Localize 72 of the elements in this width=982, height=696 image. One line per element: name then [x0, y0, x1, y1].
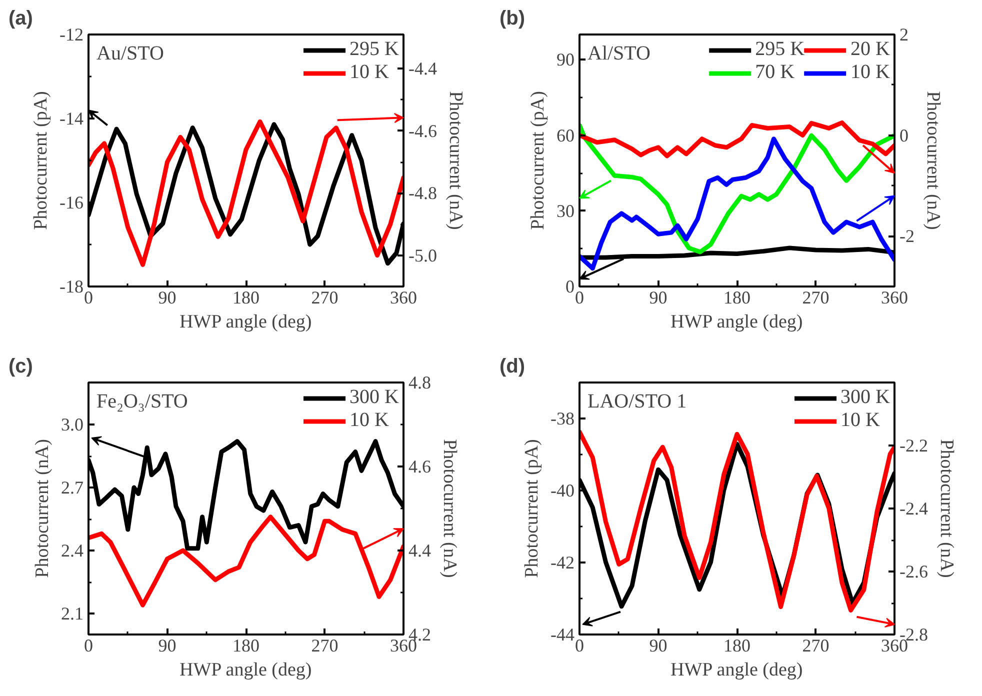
- y-tick-label: 2.1: [61, 604, 84, 624]
- annotation: Au/STO: [96, 42, 164, 64]
- x-tick-label: 270: [802, 288, 830, 308]
- y-tick-label: 30: [556, 200, 574, 221]
- y-axis-title: Photocurrent (nA): [32, 439, 53, 578]
- legend-label: 300 K: [350, 386, 399, 409]
- y2-tick-label: -2.2: [900, 436, 928, 456]
- y-axis-title: Photocurrent (pA): [30, 91, 52, 230]
- legend-label: 295 K: [755, 38, 805, 61]
- legend-label: 10 K: [350, 409, 389, 432]
- y-tick-label: -14: [60, 108, 84, 128]
- y-tick-label: 2.7: [61, 478, 84, 498]
- x-tick-label: 270: [311, 288, 338, 308]
- chart-title: (d): [500, 356, 526, 378]
- y2-tick-label: -4.6: [408, 120, 437, 141]
- legend-label: 10 K: [350, 61, 389, 84]
- y2-axis-title: Photocurrent (nA): [936, 439, 957, 578]
- legend-label: 70 K: [755, 61, 795, 84]
- x-axis-title: HWP angle (deg): [180, 312, 312, 332]
- legend-label: 10 K: [850, 61, 890, 84]
- y-tick-label: -16: [60, 192, 84, 212]
- x-axis-title: HWP angle (deg): [670, 660, 803, 680]
- chart-title: (b): [500, 8, 526, 30]
- x-tick-label: 180: [232, 636, 260, 656]
- x-tick-label: 180: [724, 288, 750, 308]
- x-tick-label: 90: [649, 288, 668, 308]
- y2-tick-label: 2: [900, 24, 908, 44]
- chart-title: (c): [8, 356, 33, 378]
- y2-tick-label: -5.0: [408, 245, 437, 266]
- y-tick-label: -12: [60, 24, 84, 44]
- y2-axis-title: Photocurrent (nA): [439, 439, 460, 578]
- y2-tick-label: -2: [900, 226, 914, 246]
- y2-tick-label: 4.4: [408, 540, 431, 560]
- legend-label: 295 K: [350, 38, 399, 61]
- y2-axis-title: Photocurrent (nA): [444, 91, 466, 230]
- y2-tick-label: -4.4: [408, 58, 437, 79]
- y-tick-label: -40: [550, 480, 575, 500]
- y2-axis-title: Photocurrent (nA): [922, 91, 944, 230]
- y-axis-title: Photocurrent (pA): [528, 91, 548, 230]
- x-tick-label: 270: [802, 636, 830, 656]
- x-tick-label: 180: [232, 288, 260, 308]
- y2-tick-label: -2.6: [900, 562, 928, 582]
- legend-label: 10 K: [840, 409, 880, 432]
- x-tick-label: 360: [881, 288, 908, 308]
- y-tick-label: 2.4: [61, 540, 84, 560]
- x-axis-title: HWP angle (deg): [180, 660, 312, 680]
- y-tick-label: 3.0: [61, 414, 84, 434]
- x-tick-label: 90: [158, 288, 176, 308]
- y2-tick-label: -4.8: [408, 183, 437, 204]
- y-tick-label: 90: [556, 50, 574, 70]
- y2-tick-label: 4.8: [408, 372, 431, 392]
- y2-tick-label: -2.4: [900, 498, 928, 518]
- x-axis-title: HWP angle (deg): [670, 312, 803, 332]
- y-axis-title: Photocurrent (pA): [522, 439, 543, 578]
- x-tick-label: 270: [311, 636, 338, 656]
- y2-tick-label: 4.6: [408, 456, 431, 476]
- x-tick-label: 360: [390, 288, 417, 308]
- y-tick-label: -42: [550, 552, 575, 572]
- y2-tick-label: 0: [900, 125, 908, 146]
- x-tick-label: 90: [158, 636, 176, 656]
- y-tick-label: -38: [550, 408, 575, 428]
- legend-label: 300 K: [840, 386, 890, 409]
- annotation: LAO/STO 1: [588, 390, 687, 412]
- chart-title: (a): [8, 8, 33, 30]
- y-tick-label: 60: [556, 125, 574, 146]
- annotation: Fe₂O₃/STO: [96, 390, 188, 412]
- y-tick-label: -18: [60, 276, 84, 296]
- x-tick-label: 180: [724, 636, 750, 656]
- y-tick-label: -44: [550, 624, 575, 644]
- legend-label: 20 K: [850, 38, 890, 61]
- annotation: Al/STO: [588, 42, 650, 64]
- x-tick-label: 90: [649, 636, 668, 656]
